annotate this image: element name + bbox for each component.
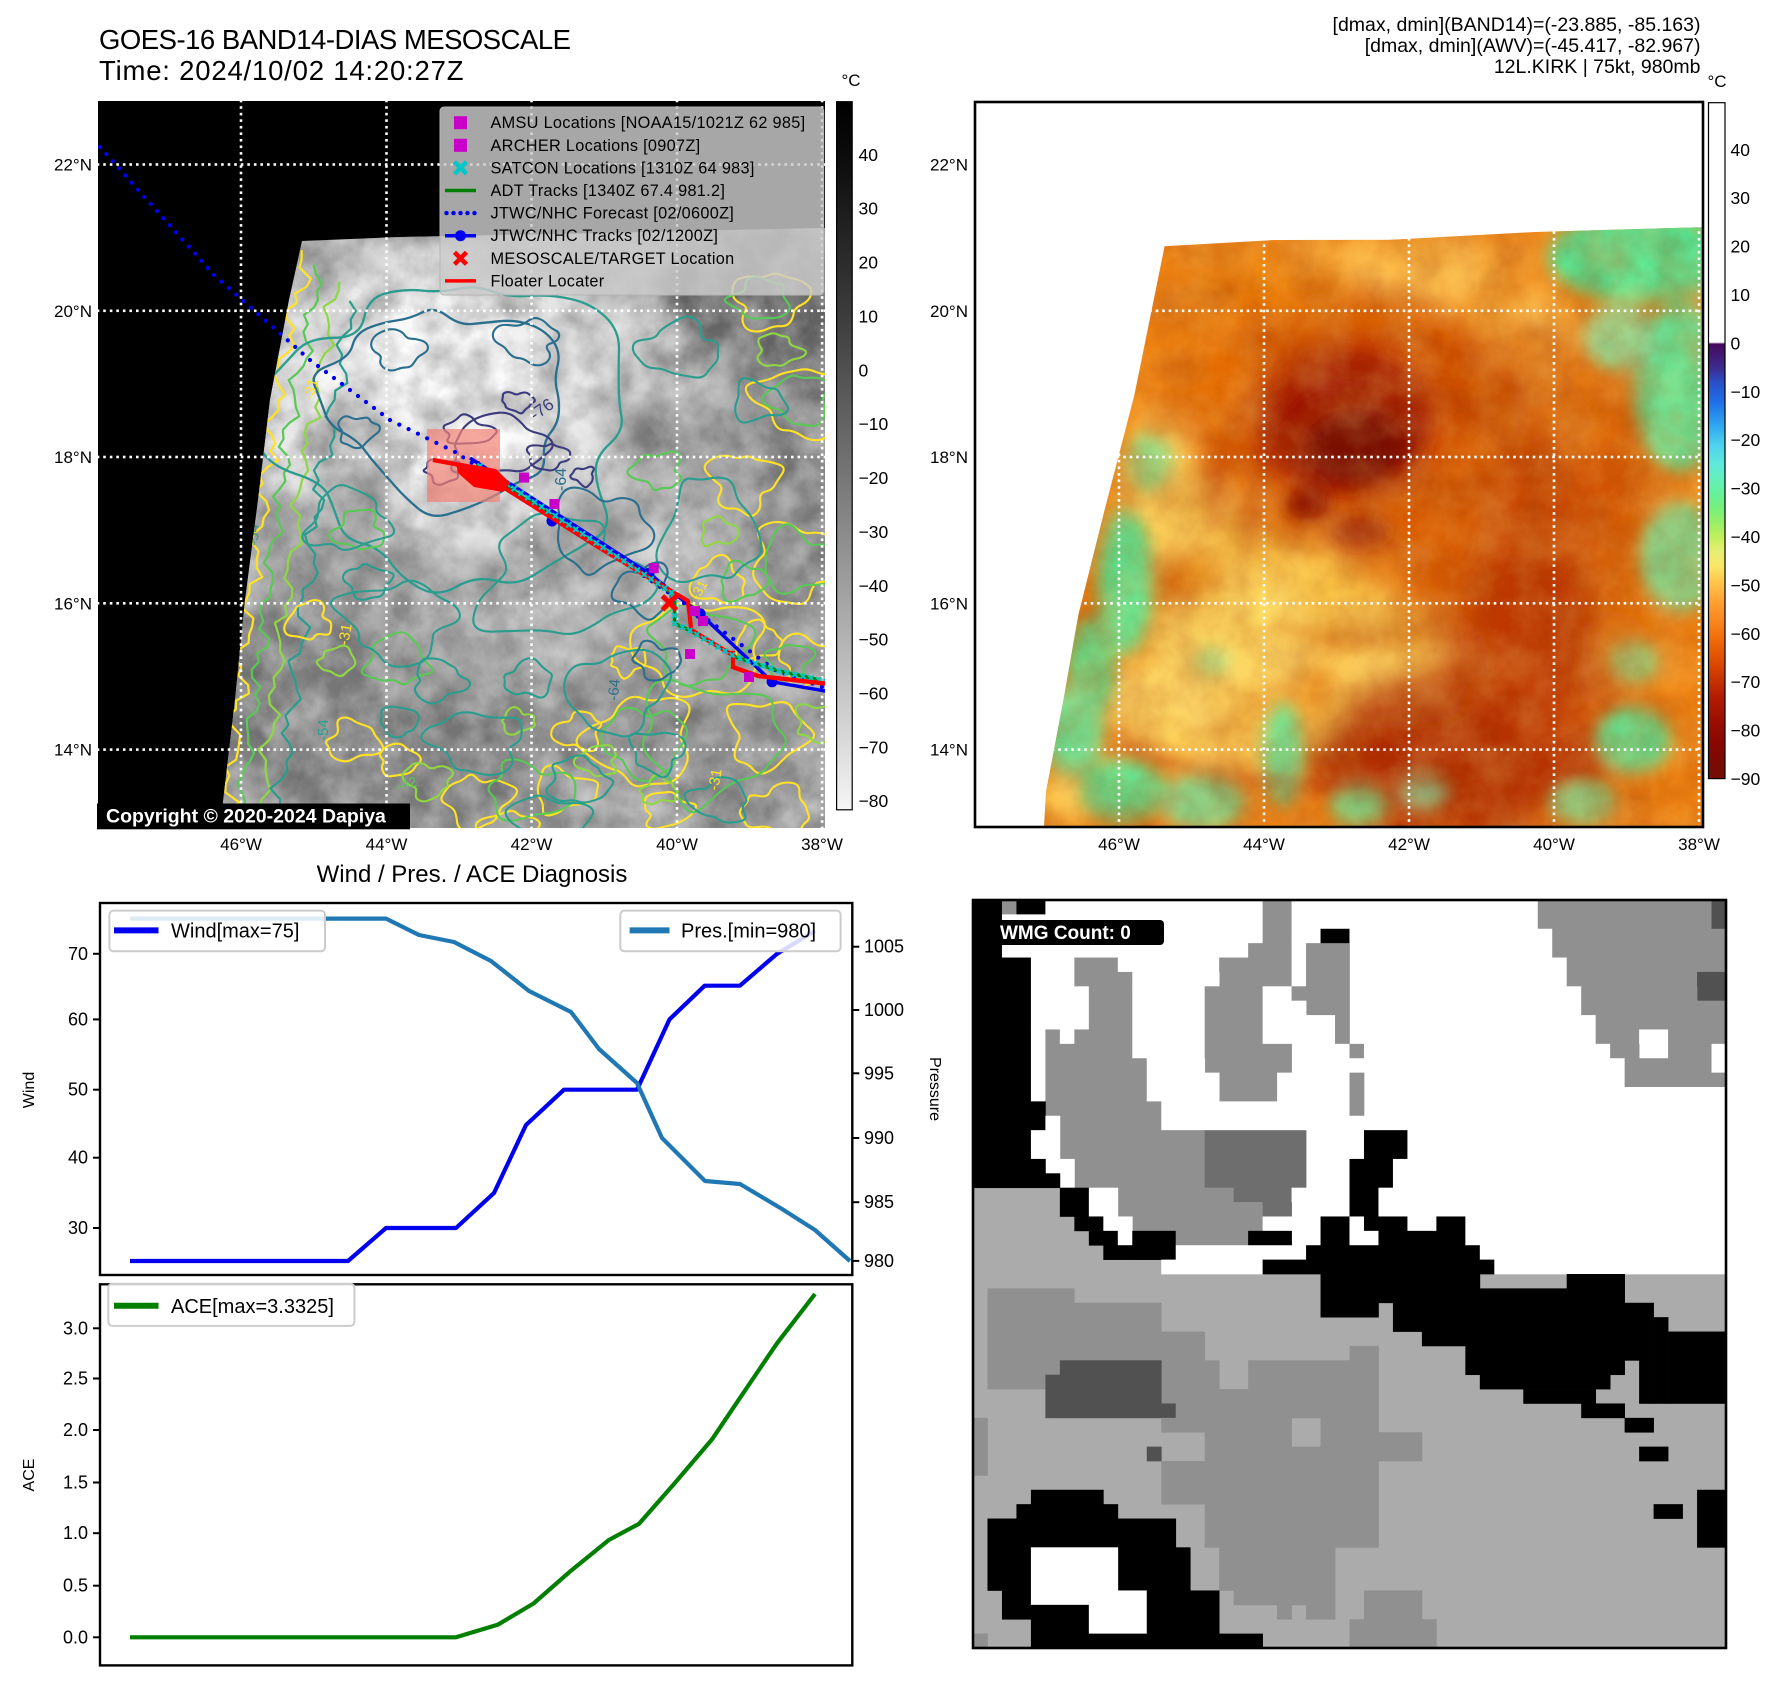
svg-text:60: 60 (68, 1009, 88, 1029)
svg-text:10: 10 (1731, 285, 1751, 305)
svg-text:0: 0 (859, 360, 869, 380)
svg-text:Pres.[min=980]: Pres.[min=980] (681, 921, 816, 943)
svg-text:30: 30 (859, 199, 879, 219)
svg-text:0: 0 (1731, 333, 1741, 353)
svg-text:42°W: 42°W (511, 835, 553, 854)
svg-text:−50: −50 (859, 630, 889, 650)
svg-text:−60: −60 (1731, 624, 1761, 644)
svg-text:−80: −80 (1731, 721, 1761, 741)
svg-text:Wind: Wind (21, 1072, 38, 1108)
svg-text:-64: -64 (553, 468, 570, 491)
svg-text:−40: −40 (1731, 527, 1761, 547)
svg-text:40°W: 40°W (1533, 835, 1575, 854)
svg-text:SATCON Locations [1310Z 64 983: SATCON Locations [1310Z 64 983] (491, 159, 755, 177)
svg-text:38°W: 38°W (801, 835, 843, 854)
svg-text:18°N: 18°N (54, 448, 92, 467)
svg-text:-64: -64 (605, 678, 624, 701)
svg-text:985: 985 (864, 1192, 894, 1212)
svg-text:Pressure: Pressure (926, 1057, 943, 1121)
svg-text:3.0: 3.0 (63, 1318, 88, 1338)
svg-text:12L.KIRK | 75kt, 980mb: 12L.KIRK | 75kt, 980mb (1494, 56, 1701, 78)
svg-text:10: 10 (859, 306, 879, 326)
svg-text:Floater Locater: Floater Locater (491, 272, 605, 290)
svg-text:−90: −90 (1731, 769, 1761, 789)
svg-text:20°N: 20°N (930, 302, 968, 321)
svg-text:−30: −30 (1731, 479, 1761, 499)
svg-text:46°W: 46°W (1098, 835, 1140, 854)
svg-text:2.0: 2.0 (63, 1420, 88, 1440)
svg-text:16°N: 16°N (54, 594, 92, 613)
svg-text:°C: °C (1707, 72, 1726, 91)
svg-text:20: 20 (859, 253, 879, 273)
svg-text:[dmax, dmin](BAND14)=(-23.885,: [dmax, dmin](BAND14)=(-23.885, -85.163) (1333, 14, 1701, 36)
svg-text:MESOSCALE/TARGET Location: MESOSCALE/TARGET Location (491, 250, 735, 268)
svg-text:1.0: 1.0 (63, 1523, 88, 1543)
svg-text:-31: -31 (705, 767, 726, 791)
svg-text:WMG Count: 0: WMG Count: 0 (1000, 923, 1131, 944)
svg-text:−80: −80 (859, 791, 889, 811)
svg-text:40°W: 40°W (656, 835, 698, 854)
svg-text:50: 50 (68, 1080, 88, 1100)
svg-text:70: 70 (68, 944, 88, 964)
svg-text:ACE: ACE (21, 1459, 38, 1492)
svg-text:44°W: 44°W (1243, 835, 1285, 854)
svg-text:995: 995 (864, 1063, 894, 1083)
svg-text:1005: 1005 (864, 937, 904, 957)
svg-text:−40: −40 (859, 576, 889, 596)
svg-text:30: 30 (1731, 188, 1751, 208)
svg-text:-42: -42 (395, 773, 419, 794)
svg-text:22°N: 22°N (930, 156, 968, 175)
svg-text:−30: −30 (859, 522, 889, 542)
svg-text:40: 40 (68, 1148, 88, 1168)
svg-text:°C: °C (841, 71, 860, 90)
svg-text:−20: −20 (1731, 430, 1761, 450)
svg-text:−10: −10 (1731, 382, 1761, 402)
svg-text:0.0: 0.0 (63, 1627, 88, 1647)
svg-text:ARCHER Locations [0907Z]: ARCHER Locations [0907Z] (491, 137, 701, 155)
svg-text:42°W: 42°W (1388, 835, 1430, 854)
svg-text:-31: -31 (300, 377, 322, 402)
svg-text:30: 30 (68, 1218, 88, 1238)
svg-text:[dmax, dmin](AWV)=(-45.417, -8: [dmax, dmin](AWV)=(-45.417, -82.967) (1365, 35, 1701, 57)
svg-text:−70: −70 (1731, 672, 1761, 692)
svg-text:1.5: 1.5 (63, 1473, 88, 1493)
svg-text:38°W: 38°W (1678, 835, 1720, 854)
svg-text:Copyright © 2020-2024 Dapiya: Copyright © 2020-2024 Dapiya (106, 806, 386, 828)
svg-text:−50: −50 (1731, 575, 1761, 595)
svg-text:990: 990 (864, 1128, 894, 1148)
svg-text:2.5: 2.5 (63, 1369, 88, 1389)
svg-text:Time: 2024/10/02 14:20:27Z: Time: 2024/10/02 14:20:27Z (99, 55, 464, 86)
svg-text:GOES-16 BAND14-DIAS MESOSCALE: GOES-16 BAND14-DIAS MESOSCALE (99, 24, 571, 55)
svg-text:ACE[max=3.3325]: ACE[max=3.3325] (171, 1296, 334, 1318)
svg-text:20: 20 (1731, 237, 1751, 257)
svg-text:22°N: 22°N (54, 156, 92, 175)
svg-text:40: 40 (859, 145, 879, 165)
svg-text:-54: -54 (315, 719, 332, 741)
svg-text:980: 980 (864, 1251, 894, 1271)
svg-text:20°N: 20°N (54, 302, 92, 321)
svg-text:16°N: 16°N (930, 594, 968, 613)
svg-text:18°N: 18°N (930, 448, 968, 467)
svg-text:−20: −20 (859, 468, 889, 488)
svg-text:14°N: 14°N (54, 741, 92, 760)
svg-text:Wind / Pres. / ACE Diagnosis: Wind / Pres. / ACE Diagnosis (317, 861, 628, 888)
svg-text:0.5: 0.5 (63, 1576, 88, 1596)
svg-text:1000: 1000 (864, 1000, 904, 1020)
svg-text:JTWC/NHC Forecast [02/0600Z]: JTWC/NHC Forecast [02/0600Z] (491, 205, 735, 223)
svg-text:44°W: 44°W (366, 835, 408, 854)
svg-text:AMSU Locations [NOAA15/1021Z 6: AMSU Locations [NOAA15/1021Z 62 985] (491, 114, 806, 132)
svg-text:−70: −70 (859, 737, 889, 757)
svg-text:ADT Tracks [1340Z 67.4 981.2]: ADT Tracks [1340Z 67.4 981.2] (491, 182, 726, 200)
svg-text:−10: −10 (859, 414, 889, 434)
svg-text:Wind[max=75]: Wind[max=75] (171, 921, 299, 943)
svg-text:JTWC/NHC Tracks [02/1200Z]: JTWC/NHC Tracks [02/1200Z] (491, 227, 719, 245)
svg-text:−60: −60 (859, 684, 889, 704)
svg-text:40: 40 (1731, 140, 1751, 160)
svg-text:46°W: 46°W (220, 835, 262, 854)
svg-text:14°N: 14°N (930, 741, 968, 760)
svg-text:-31: -31 (335, 622, 356, 646)
